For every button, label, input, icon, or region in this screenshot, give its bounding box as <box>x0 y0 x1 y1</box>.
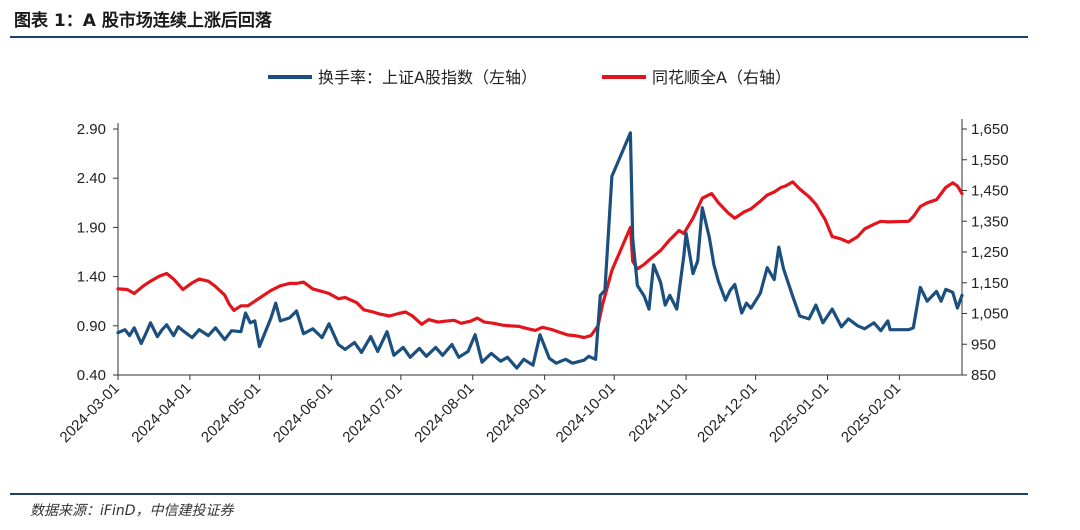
x-tick-label: 2024-11-01 <box>625 380 690 445</box>
x-tick-label: 2025-01-01 <box>766 380 832 446</box>
right-tick-label: 1,250 <box>971 244 1009 261</box>
x-tick-label: 2024-03-01 <box>57 380 123 446</box>
left-tick-label: 2.40 <box>77 170 106 187</box>
left-tick-label: 0.40 <box>77 367 106 384</box>
right-tick-label: 850 <box>971 367 996 384</box>
x-tick-label: 2024-04-01 <box>128 380 194 446</box>
right-tick-label: 950 <box>971 336 996 353</box>
x-tick-label: 2024-05-01 <box>198 380 264 446</box>
right-tick-label: 1,550 <box>971 152 1009 169</box>
source-note: 数据来源：iFinD，中信建投证券 <box>30 503 234 519</box>
right-tick-label: 1,350 <box>971 213 1009 230</box>
right-tick-label: 1,150 <box>971 275 1009 292</box>
legend-item-wind-all-a-label: 同花顺全A（右轴） <box>652 68 791 87</box>
right-tick-label: 1,450 <box>971 183 1009 200</box>
plot-area <box>116 131 964 370</box>
x-tick-label: 2024-09-01 <box>483 380 549 446</box>
x-tick-label: 2024-10-01 <box>553 380 619 446</box>
right-tick-label: 1,050 <box>971 306 1009 323</box>
left-tick-label: 0.90 <box>77 318 106 335</box>
series-line-wind-all-a <box>116 180 964 340</box>
left-tick-label: 1.90 <box>77 219 106 236</box>
bottom-rule <box>10 493 1028 495</box>
x-tick-label: 2024-12-01 <box>694 380 760 446</box>
left-tick-label: 1.40 <box>77 269 106 286</box>
left-tick-label: 2.90 <box>77 121 106 138</box>
x-tick-label: 2024-07-01 <box>339 380 405 446</box>
series-line-turnover <box>116 131 964 370</box>
chart-title: 图表 1：A 股市场连续上涨后回落 <box>14 11 272 31</box>
x-tick-label: 2025-02-01 <box>838 380 904 446</box>
legend: 换手率：上证A股指数（左轴） 同花顺全A（右轴） <box>268 68 791 87</box>
right-tick-label: 1,650 <box>971 121 1009 138</box>
axes: 0.40 0.90 1.40 1.90 2.40 2.90 850 950 1,050 1,150… <box>57 119 1009 446</box>
top-rule <box>10 36 1028 38</box>
x-tick-label: 2024-08-01 <box>411 380 477 446</box>
x-tick-label: 2024-06-01 <box>270 380 336 446</box>
legend-item-turnover-label: 换手率：上证A股指数（左轴） <box>318 68 537 87</box>
